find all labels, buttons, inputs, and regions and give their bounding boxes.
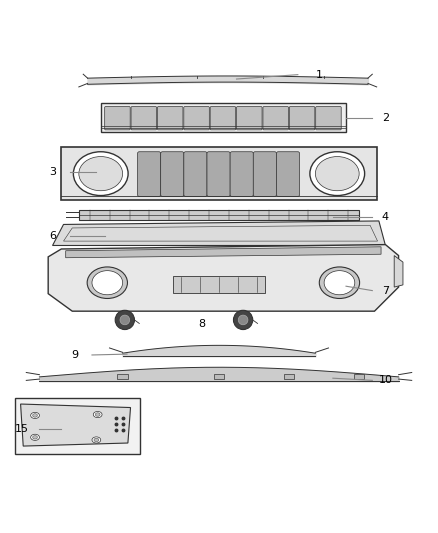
- Bar: [101, 103, 346, 133]
- FancyBboxPatch shape: [290, 107, 315, 130]
- Bar: [117, 374, 128, 378]
- FancyBboxPatch shape: [263, 107, 289, 130]
- Bar: [15, 398, 140, 454]
- FancyBboxPatch shape: [157, 107, 183, 130]
- Text: 4: 4: [382, 213, 389, 222]
- FancyBboxPatch shape: [184, 107, 209, 130]
- Bar: [354, 374, 364, 378]
- Text: 2: 2: [382, 114, 389, 124]
- Bar: [214, 374, 224, 378]
- Text: 8: 8: [198, 319, 205, 329]
- FancyBboxPatch shape: [276, 152, 300, 197]
- FancyBboxPatch shape: [138, 152, 161, 197]
- Ellipse shape: [324, 271, 355, 295]
- Ellipse shape: [31, 413, 39, 418]
- Ellipse shape: [92, 271, 123, 295]
- Ellipse shape: [233, 310, 253, 329]
- Ellipse shape: [120, 315, 130, 325]
- Bar: [79, 209, 359, 220]
- FancyBboxPatch shape: [161, 152, 184, 197]
- Ellipse shape: [32, 435, 37, 439]
- Bar: [61, 147, 377, 200]
- Polygon shape: [48, 245, 399, 311]
- Ellipse shape: [238, 315, 248, 325]
- Text: 3: 3: [49, 167, 56, 177]
- Ellipse shape: [115, 310, 134, 329]
- Polygon shape: [66, 247, 381, 258]
- FancyBboxPatch shape: [184, 152, 207, 197]
- Ellipse shape: [87, 267, 127, 298]
- Ellipse shape: [94, 438, 99, 442]
- FancyBboxPatch shape: [316, 107, 341, 130]
- Ellipse shape: [315, 157, 359, 191]
- Ellipse shape: [95, 413, 100, 416]
- Text: 7: 7: [382, 286, 389, 296]
- Bar: [173, 276, 265, 293]
- Polygon shape: [53, 221, 385, 246]
- Ellipse shape: [32, 414, 37, 417]
- Text: 15: 15: [15, 424, 29, 434]
- FancyBboxPatch shape: [105, 107, 130, 130]
- Text: 10: 10: [378, 375, 392, 385]
- Ellipse shape: [310, 152, 364, 196]
- Text: 6: 6: [49, 231, 56, 241]
- FancyBboxPatch shape: [210, 107, 236, 130]
- Ellipse shape: [92, 437, 101, 443]
- Polygon shape: [394, 255, 403, 287]
- Ellipse shape: [79, 157, 123, 191]
- Ellipse shape: [319, 267, 360, 298]
- Text: 9: 9: [71, 350, 78, 360]
- Polygon shape: [21, 404, 131, 446]
- FancyBboxPatch shape: [253, 152, 276, 197]
- FancyBboxPatch shape: [207, 152, 230, 197]
- Bar: [284, 374, 294, 378]
- FancyBboxPatch shape: [131, 107, 156, 130]
- Ellipse shape: [31, 434, 39, 440]
- Ellipse shape: [93, 411, 102, 418]
- FancyBboxPatch shape: [230, 152, 253, 197]
- FancyBboxPatch shape: [237, 107, 262, 130]
- Text: 1: 1: [316, 70, 323, 79]
- Ellipse shape: [74, 152, 128, 196]
